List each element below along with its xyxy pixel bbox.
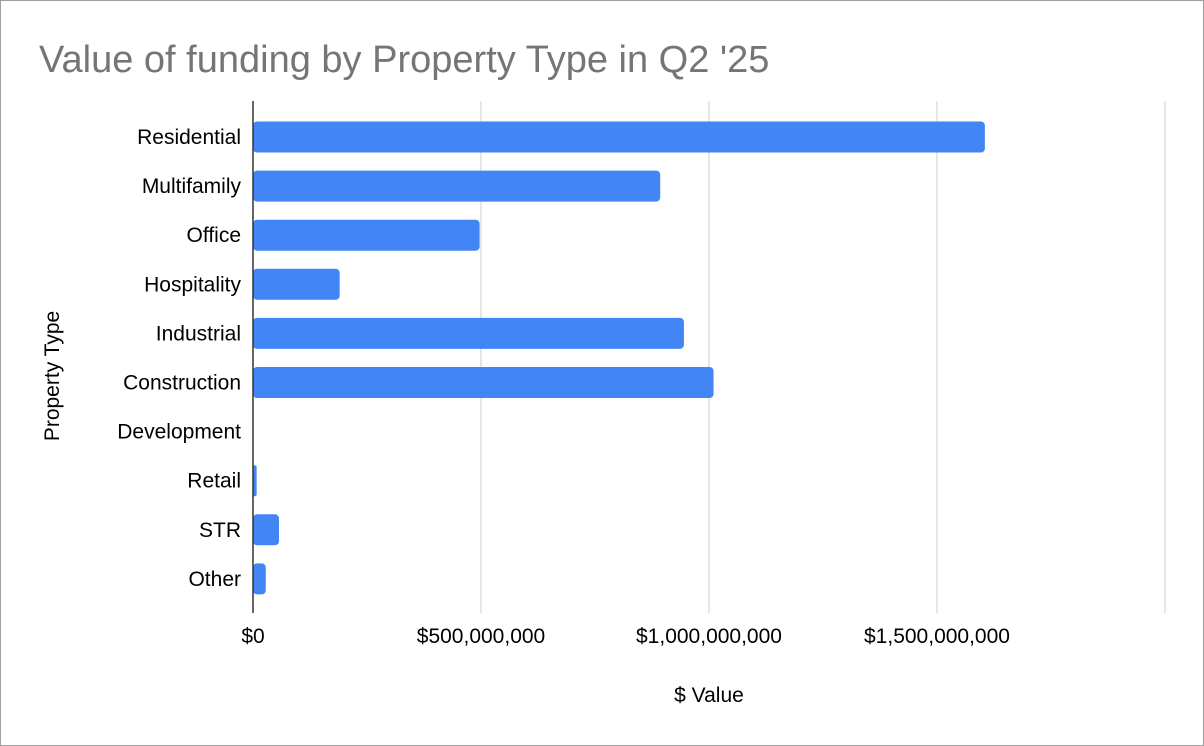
x-tick-labels: $0 $500,000,000 $1,000,000,000 $1,500,000,0… [241, 625, 1010, 648]
bar-office [253, 219, 480, 251]
category-label-hospitality: Hospitality [144, 273, 241, 296]
bar-industrial [253, 317, 684, 349]
category-label-industrial: Industrial [156, 322, 241, 345]
category-label-residential: Residential [137, 126, 241, 149]
category-label-retail: Retail [187, 470, 241, 493]
bar-retail [253, 465, 257, 497]
bar-multifamily [253, 170, 661, 202]
bar-construction [253, 367, 714, 398]
category-label-str: STR [199, 519, 241, 542]
category-label-other: Other [188, 568, 241, 591]
category-label-office: Office [187, 224, 241, 247]
x-tick-label: $500,000,000 [417, 625, 545, 648]
category-label-multifamily: Multifamily [142, 175, 242, 198]
bar-residential [253, 121, 985, 153]
x-tick-label: $0 [241, 625, 264, 648]
x-tick-label: $1,500,000,000 [864, 625, 1010, 648]
bar-hospitality [253, 268, 340, 300]
bar-other [253, 563, 266, 595]
y-axis-title: Property Type [41, 311, 64, 441]
category-labels: Residential Multifamily Office Hospitality I… [117, 126, 241, 591]
bar-str [253, 514, 279, 546]
x-axis-title: $ Value [674, 684, 744, 707]
bars [253, 121, 985, 595]
category-label-development: Development [117, 421, 241, 444]
chart-title: Value of funding by Property Type in Q2 … [39, 39, 770, 81]
category-label-construction: Construction [123, 372, 241, 395]
x-tick-label: $1,000,000,000 [636, 625, 782, 648]
